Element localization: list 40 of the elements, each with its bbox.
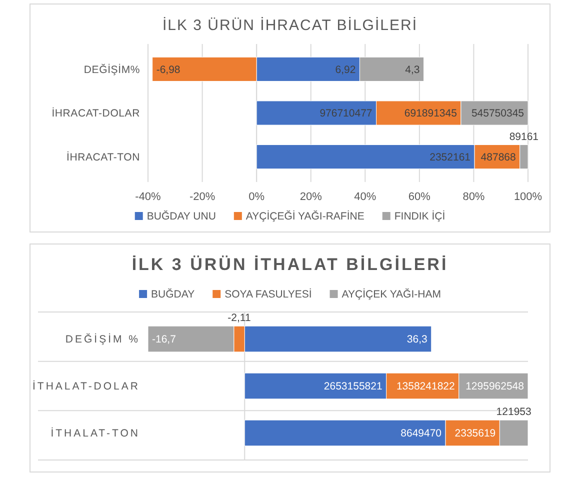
annotation: 4,3	[405, 64, 420, 76]
y-tick-label: İTHALAT-DOLAR	[32, 380, 140, 393]
annotation: -16,7	[152, 334, 176, 346]
x-tick-label: 60%	[408, 190, 431, 203]
y-tick-label: İHRACAT-TON	[66, 150, 140, 164]
annotation: 2653155821	[324, 380, 382, 393]
legend-label: BUĞDAY	[151, 288, 195, 301]
legend-label: SOYA FASULYESİ	[224, 288, 312, 301]
y-tick-label: İHRACAT-DOLAR	[52, 106, 140, 120]
legend-label: FINDIK İÇİ	[394, 210, 446, 223]
annotation: 2335619	[454, 428, 496, 440]
annotation: 1295962548	[466, 380, 524, 393]
annotation: 2352161	[430, 151, 471, 164]
annotation: 1358241822	[396, 380, 456, 393]
annotation: -6,98	[156, 64, 180, 76]
annotation: 487868	[480, 151, 516, 164]
y-tick-label: DEĞİŞİM%	[84, 62, 140, 76]
y-tick-label: DEĞİŞİM %	[65, 332, 140, 346]
legend-label: BUĞDAY UNU	[146, 210, 216, 223]
x-tick-label: 20%	[300, 190, 322, 203]
x-tick-label: 40%	[354, 190, 376, 203]
annotation: -2,11	[228, 312, 251, 324]
annotation: 976710477	[320, 108, 372, 120]
annotation: 36,3	[406, 334, 428, 346]
annotation: 545750345	[471, 108, 524, 120]
annotation: 691891345	[404, 108, 458, 120]
annotation: 8649470	[400, 428, 442, 440]
y-tick-label: İTHALAT-TON	[50, 426, 140, 440]
x-tick-label: 0%	[248, 190, 265, 203]
legend-label: AYÇİÇEK YAĞI-HAM	[342, 288, 441, 301]
x-tick-label: 80%	[462, 190, 485, 203]
chart-title: İLK 3 ÜRÜN İHRACAT BİLGİLERİ	[162, 16, 418, 34]
x-tick-label: -20%	[189, 190, 216, 203]
x-tick-label: 100%	[514, 190, 542, 203]
chart-title: İLK 3 ÜRÜN İTHALAT BİLGİLERİ	[132, 255, 448, 274]
x-tick-label: -40%	[135, 190, 162, 203]
annotation: 6,92	[335, 64, 356, 76]
annotation: 121953	[496, 406, 532, 418]
annotation: 89161	[509, 130, 539, 143]
legend-label: AYÇİÇEĞİ YAĞI-RAFİNE	[246, 210, 364, 223]
